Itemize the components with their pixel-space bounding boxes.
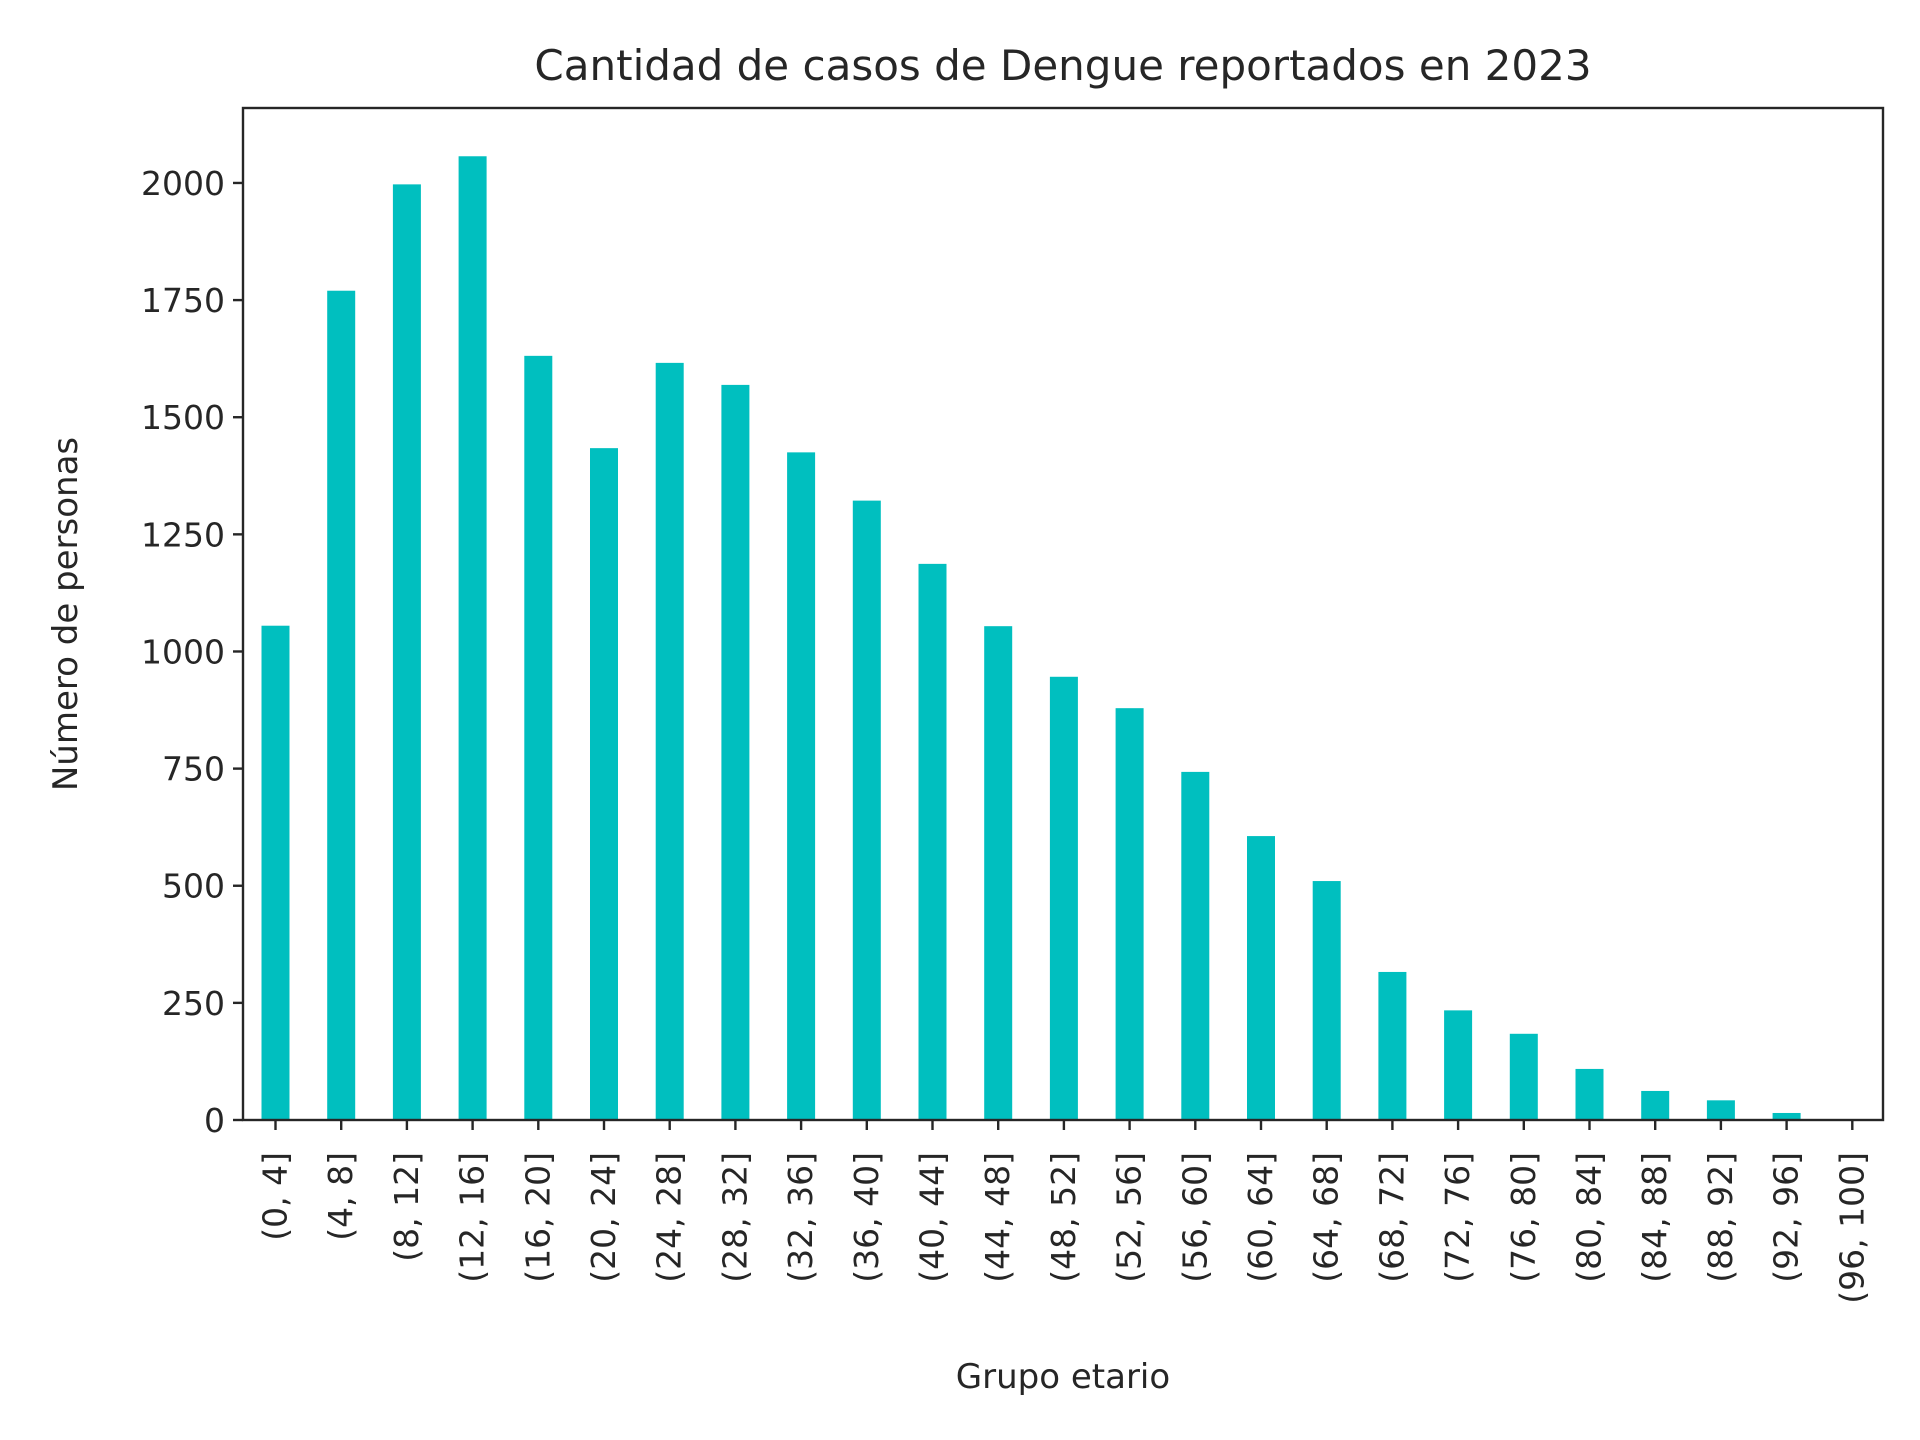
x-tick-label: (88, 92]: [1701, 1152, 1740, 1283]
x-tick-label: (36, 40]: [847, 1152, 886, 1283]
bar: [261, 625, 290, 1120]
x-tick-label: (24, 28]: [650, 1152, 689, 1283]
bar: [1509, 1033, 1538, 1120]
bar: [1247, 836, 1275, 1120]
bar: [1772, 1112, 1801, 1120]
bar: [984, 626, 1013, 1120]
x-tick-label: (4, 8]: [321, 1152, 360, 1241]
y-tick-label: 1500: [141, 398, 225, 437]
y-axis: 0 250 500 750 1000 1250 1500 1750 2000: [141, 164, 243, 1140]
x-tick-label: (16, 20]: [518, 1152, 557, 1283]
bar: [1706, 1100, 1735, 1120]
x-tick-label: (96, 100]: [1832, 1152, 1871, 1304]
y-axis-label: Número de personas: [46, 437, 86, 791]
bar: [1575, 1068, 1604, 1120]
y-tick-label: 2000: [141, 164, 225, 203]
bar: [1378, 971, 1407, 1120]
x-tick-label: (84, 88]: [1635, 1152, 1674, 1283]
y-tick-label: 500: [162, 867, 225, 906]
bar: [524, 355, 553, 1120]
bar: [590, 448, 618, 1121]
bar: [655, 362, 684, 1120]
bar: [852, 500, 881, 1120]
x-tick-label: (0, 4]: [256, 1152, 295, 1241]
x-tick-label: (68, 72]: [1372, 1152, 1411, 1283]
x-axis: (0, 4] (4, 8] (8, 12] (12, 16] (16, 20] (20, …: [256, 1120, 1871, 1304]
bar: [1181, 771, 1210, 1120]
plot-frame: [241, 106, 1885, 1122]
x-tick-label: (48, 52]: [1044, 1152, 1083, 1283]
bar: [721, 384, 750, 1121]
x-tick-label: (52, 56]: [1110, 1152, 1149, 1283]
bars-group: [261, 156, 1801, 1121]
bar: [458, 156, 487, 1121]
bar: [787, 452, 816, 1121]
x-tick-label: (28, 32]: [715, 1152, 754, 1283]
y-tick-label: 1750: [141, 281, 225, 320]
x-tick-label: (72, 76]: [1438, 1152, 1477, 1283]
x-tick-label: (76, 80]: [1504, 1152, 1543, 1283]
y-tick-label: 1000: [141, 632, 225, 671]
x-tick-label: (8, 12]: [387, 1152, 426, 1262]
bar: [392, 184, 421, 1120]
bar: [1115, 708, 1144, 1120]
y-tick-label: 0: [204, 1101, 225, 1140]
x-tick-label: (92, 96]: [1767, 1152, 1806, 1283]
bar: [918, 563, 947, 1120]
y-tick-label: 250: [162, 984, 225, 1023]
x-tick-label: (44, 48]: [978, 1152, 1017, 1283]
bar: [1312, 881, 1341, 1120]
x-tick-label: (40, 44]: [913, 1152, 952, 1283]
y-tick-label: 750: [162, 750, 225, 789]
x-tick-label: (80, 84]: [1570, 1152, 1609, 1283]
y-tick-label: 1250: [141, 515, 225, 554]
bar: [327, 290, 356, 1120]
x-axis-label: Grupo etario: [956, 1357, 1170, 1397]
bar: [1444, 1010, 1473, 1120]
x-tick-label: (56, 60]: [1175, 1152, 1214, 1283]
x-tick-label: (20, 24]: [584, 1152, 623, 1283]
x-tick-label: (32, 36]: [781, 1152, 820, 1283]
x-tick-label: (12, 16]: [453, 1152, 492, 1283]
chart-title: Cantidad de casos de Dengue reportados e…: [534, 41, 1591, 90]
bar: [1049, 676, 1078, 1120]
x-tick-label: (64, 68]: [1307, 1152, 1346, 1283]
bar: [1641, 1090, 1670, 1120]
x-tick-label: (60, 64]: [1241, 1152, 1280, 1283]
